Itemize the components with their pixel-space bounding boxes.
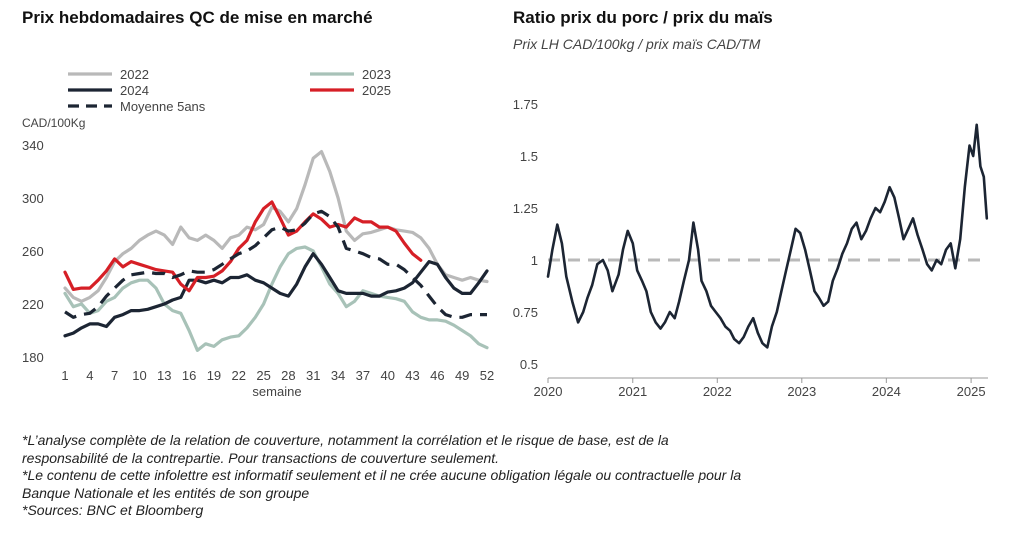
x-tick-label: 43: [405, 368, 419, 383]
x-tick-label: 2020: [534, 384, 563, 399]
footnotes: *L’analyse complète de la relation de co…: [22, 432, 922, 520]
series-line: [63, 252, 489, 338]
x-tick-label: 4: [86, 368, 93, 383]
x-tick-label: 13: [157, 368, 171, 383]
footnote-line: responsabilité de la contrepartie. Pour …: [22, 449, 500, 466]
y-tick-label: 1.75: [513, 97, 538, 112]
y-tick-label: 0.5: [520, 357, 538, 372]
y-tick-label: 260: [22, 244, 44, 259]
footnote-line: *Sources: BNC et Bloomberg: [22, 502, 204, 518]
x-tick-label: 22: [232, 368, 246, 383]
footnote-line: *Le contenu de cette infolettre est info…: [22, 467, 742, 483]
x-tick-label: 34: [331, 368, 345, 383]
x-tick-label: 46: [430, 368, 444, 383]
chart-title-weekly-prices: Prix hebdomadaires QC de mise en marché: [22, 8, 373, 27]
y-tick-label: 180: [22, 350, 44, 365]
series-line: [64, 209, 487, 319]
x-tick-label: 52: [480, 368, 494, 383]
legend-label: 2025: [362, 83, 391, 98]
y-tick-label: 220: [22, 297, 44, 312]
ratio-chart: 0.5 0.75 1 1.25 1.5 1.75 2020 2021 2022 2023 2024 2…: [513, 97, 989, 399]
x-tick-label: 25: [256, 368, 270, 383]
legend-label: 2024: [120, 83, 149, 98]
weekly-prices-chart: 180 220 260 300 340 CAD/100Kg 1 4 7 10 13 16 19 22 25 2…: [22, 67, 494, 399]
x-tick-label: 40: [380, 368, 394, 383]
series-line-ratio: [546, 123, 989, 349]
x-axis-label: semaine: [252, 384, 301, 399]
chart-subtitle-ratio: Prix LH CAD/100kg / prix maïs CAD/TM: [513, 36, 761, 52]
x-tick-label: 10: [132, 368, 146, 383]
x-tick-label: 49: [455, 368, 469, 383]
chart-title-ratio: Ratio prix du porc / prix du maïs: [513, 8, 773, 27]
x-tick-label: 37: [356, 368, 370, 383]
legend-label: 2023: [362, 67, 391, 82]
x-tick-label: 31: [306, 368, 320, 383]
y-tick-label: 1.25: [513, 201, 538, 216]
x-tick-label: 7: [111, 368, 118, 383]
x-tick-label: 2021: [618, 384, 647, 399]
y-tick-label: 340: [22, 138, 44, 153]
x-tick-label: 2023: [787, 384, 816, 399]
y-tick-label: 300: [22, 191, 44, 206]
x-tick-label: 2025: [957, 384, 986, 399]
y-tick-label: 1.5: [520, 149, 538, 164]
series-line: [63, 200, 423, 293]
y-tick-label: 1: [531, 253, 538, 268]
y-tick-label: 0.75: [513, 305, 538, 320]
legend-label: 2022: [120, 67, 149, 82]
x-tick-label: 19: [207, 368, 221, 383]
footnote-line: Banque Nationale et les entités de son g…: [22, 484, 310, 501]
x-tick-label: 28: [281, 368, 295, 383]
x-tick-label: 1: [61, 368, 68, 383]
x-tick-label: 2024: [872, 384, 901, 399]
legend-label: Moyenne 5ans: [120, 99, 206, 114]
x-tick-label: 16: [182, 368, 196, 383]
y-axis-label: CAD/100Kg: [22, 116, 85, 130]
series-line: [63, 245, 489, 352]
footnote-line: *L’analyse complète de la relation de co…: [22, 432, 669, 448]
x-tick-label: 2022: [703, 384, 732, 399]
